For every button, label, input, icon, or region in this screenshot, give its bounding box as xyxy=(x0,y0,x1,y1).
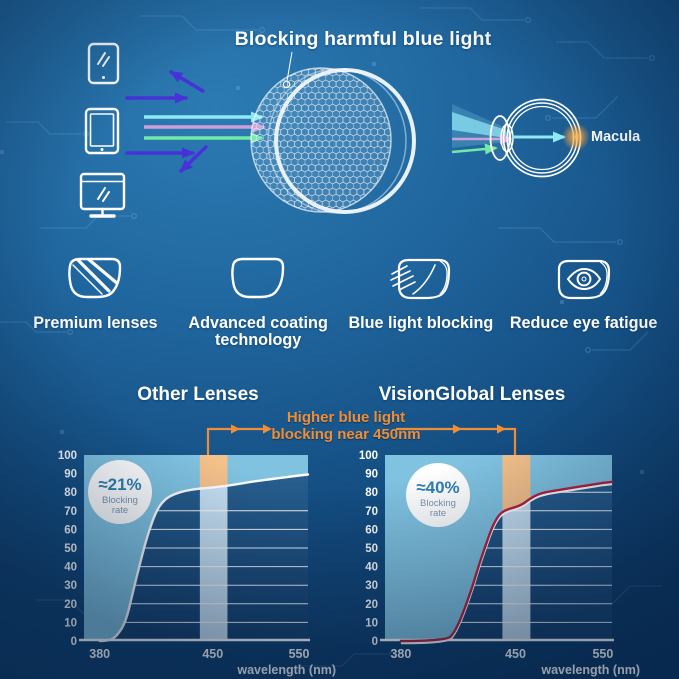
features-row: Premium lenses Advanced coating technolo… xyxy=(0,256,679,350)
eye-fatigue-lens-icon xyxy=(557,259,610,300)
y-tick-label: 70 xyxy=(365,506,378,518)
blocking-curve xyxy=(98,473,310,643)
chart-plot: ≈21%Blockingrate100908070605040302010038… xyxy=(58,450,336,677)
badge-label: Blocking xyxy=(420,498,456,509)
annotation-line2: blocking near 450nm xyxy=(271,426,421,444)
feature-blue-light-blocking: Blue light blocking xyxy=(340,256,503,350)
badge-value: ≈21% xyxy=(98,475,141,494)
blue-light-annotation: Higher blue light blocking near 450nm xyxy=(260,409,432,444)
left-chart-title: Other Lenses xyxy=(137,384,259,405)
y-tick-label: 30 xyxy=(64,580,77,592)
badge-label: rate xyxy=(112,505,128,516)
tablet-icon xyxy=(84,107,120,155)
smartphone-icon xyxy=(87,42,120,85)
y-tick-label: 100 xyxy=(359,450,378,462)
blue-light-lens xyxy=(250,67,416,214)
other-lenses-chart: ≈21% Blocking rate 100 90 80 70 60 50 40 30 20 10 0 38… xyxy=(58,450,336,677)
y-tick-label: 30 xyxy=(365,580,378,592)
title-pointer-line xyxy=(282,51,293,89)
y-tick-label: 80 xyxy=(64,487,77,499)
y-tick-label: 50 xyxy=(64,543,77,555)
y-tick-label: 10 xyxy=(64,617,77,629)
y-tick-label: 40 xyxy=(64,562,77,574)
blue-light-blocking-lens-icon xyxy=(390,258,450,300)
blocking-rate-badge xyxy=(88,460,152,524)
y-tick-label: 10 xyxy=(365,617,378,629)
y-tick-label: 0 xyxy=(372,636,378,648)
blocking-rate-badge xyxy=(406,463,470,527)
macula-glow xyxy=(562,123,590,151)
feature-premium-lenses: Premium lenses xyxy=(14,256,177,350)
y-tick-label: 70 xyxy=(64,506,77,518)
monitor-icon xyxy=(79,172,126,218)
feature-label: Reduce eye fatigue xyxy=(509,314,658,332)
y-tick-label: 90 xyxy=(365,469,378,481)
right-chart-title: VisionGlobal Lenses xyxy=(378,384,566,405)
feature-label: Advanced coating technology xyxy=(188,314,328,350)
x-tick-label: 550 xyxy=(289,647,310,661)
y-tick-label: 40 xyxy=(365,562,378,574)
y-tick-label: 60 xyxy=(365,524,378,536)
y-tick-label: 50 xyxy=(365,543,378,555)
y-tick-label: 80 xyxy=(365,487,378,499)
reflected-blue-light-arrows xyxy=(125,70,208,173)
annotation-line1: Higher blue light xyxy=(286,409,406,426)
y-tick-label: 100 xyxy=(58,450,77,462)
x-tick-label: 550 xyxy=(592,647,613,661)
hero-title: Blocking harmful blue light xyxy=(234,28,492,50)
feature-advanced-coating: Advanced coating technology xyxy=(177,256,340,350)
y-tick-label: 0 xyxy=(71,636,77,648)
y-tick-label: 20 xyxy=(64,599,77,611)
feature-label: Premium lenses xyxy=(33,314,158,332)
x-tick-label: 450 xyxy=(505,647,526,661)
eye-diagram xyxy=(489,98,590,178)
x-tick-label: 450 xyxy=(202,647,223,661)
badge-value: ≈40% xyxy=(416,478,459,497)
visionglobal-lenses-chart: ≈40% Blocking rate 100 90 80 70 60 50 40 30 20 10 0 38… xyxy=(359,450,640,677)
chart-plot: ≈40%Blockingrate100908070605040302010038… xyxy=(359,450,640,677)
y-tick-label: 60 xyxy=(64,524,77,536)
x-axis-label: wavelength (nm) xyxy=(236,663,336,677)
badge-label: Blocking xyxy=(102,495,138,506)
y-tick-label: 90 xyxy=(64,469,77,481)
macula-label: Macula xyxy=(591,129,641,145)
hero-illustration xyxy=(79,42,590,218)
premium-lens-icon xyxy=(68,257,122,299)
badge-label: rate xyxy=(430,508,446,519)
x-tick-label: 380 xyxy=(390,647,411,661)
blocking-curve xyxy=(399,480,614,643)
feature-reduce-eye-fatigue: Reduce eye fatigue xyxy=(502,256,665,350)
x-axis-label: wavelength (nm) xyxy=(540,663,640,677)
x-tick-label: 380 xyxy=(89,647,110,661)
coating-lens-icon xyxy=(231,257,285,299)
y-tick-label: 20 xyxy=(365,599,378,611)
feature-label: Blue light blocking xyxy=(348,314,494,332)
transmitted-light-beams xyxy=(451,104,513,155)
incoming-light-rays xyxy=(144,111,266,144)
